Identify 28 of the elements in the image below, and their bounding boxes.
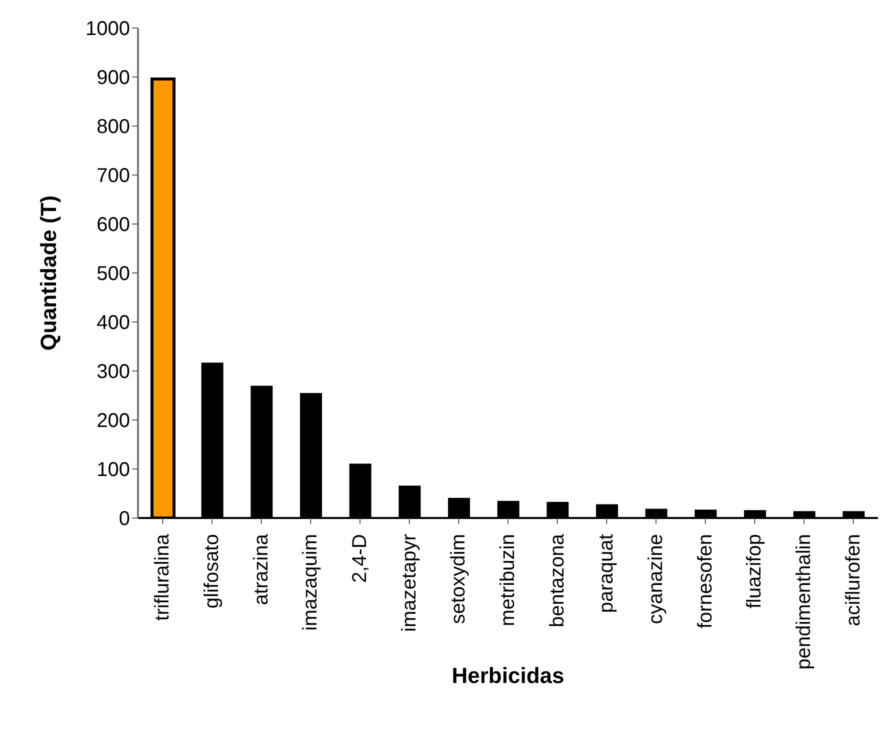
x-axis-title: Herbicidas — [452, 663, 564, 688]
y-tick-label: 900 — [96, 67, 130, 90]
x-tick-label: trifluralina — [152, 533, 174, 621]
x-tick-label: pendimenthalin — [793, 534, 815, 670]
x-tick-label: 2,4-D — [349, 534, 371, 583]
y-tick-label: 100 — [96, 459, 130, 482]
x-tick-label: cyanazine — [645, 534, 667, 624]
x-tick-label: paraquat — [596, 534, 618, 613]
x-tick-label: metribuzin — [497, 534, 519, 626]
x-tick-label: aciflurofen — [842, 534, 864, 626]
x-tick-label: atrazina — [250, 533, 272, 606]
x-tick-label: glifosato — [201, 534, 223, 608]
x-tick-label: imazetapyr — [398, 534, 420, 632]
y-tick-label: 300 — [96, 361, 130, 384]
y-tick-label: 500 — [96, 263, 130, 286]
x-tick-label: setoxydim — [448, 534, 470, 624]
y-axis-title: Quantidade (T) — [36, 195, 61, 351]
x-tick-label: imazaquim — [300, 534, 322, 631]
x-tick-label: fluazifop — [744, 534, 766, 608]
x-tick-label: bentazona — [546, 533, 568, 628]
x-tick-label: fornesofen — [694, 534, 716, 629]
y-tick-label: 0 — [118, 508, 130, 530]
y-tick-label: 700 — [96, 165, 130, 188]
y-tick-label: 400 — [96, 312, 130, 334]
y-tick-label: 1000 — [86, 18, 130, 40]
y-tick-label: 600 — [96, 214, 130, 236]
y-tick-label: 800 — [96, 116, 130, 138]
y-tick-label: 200 — [96, 410, 130, 432]
